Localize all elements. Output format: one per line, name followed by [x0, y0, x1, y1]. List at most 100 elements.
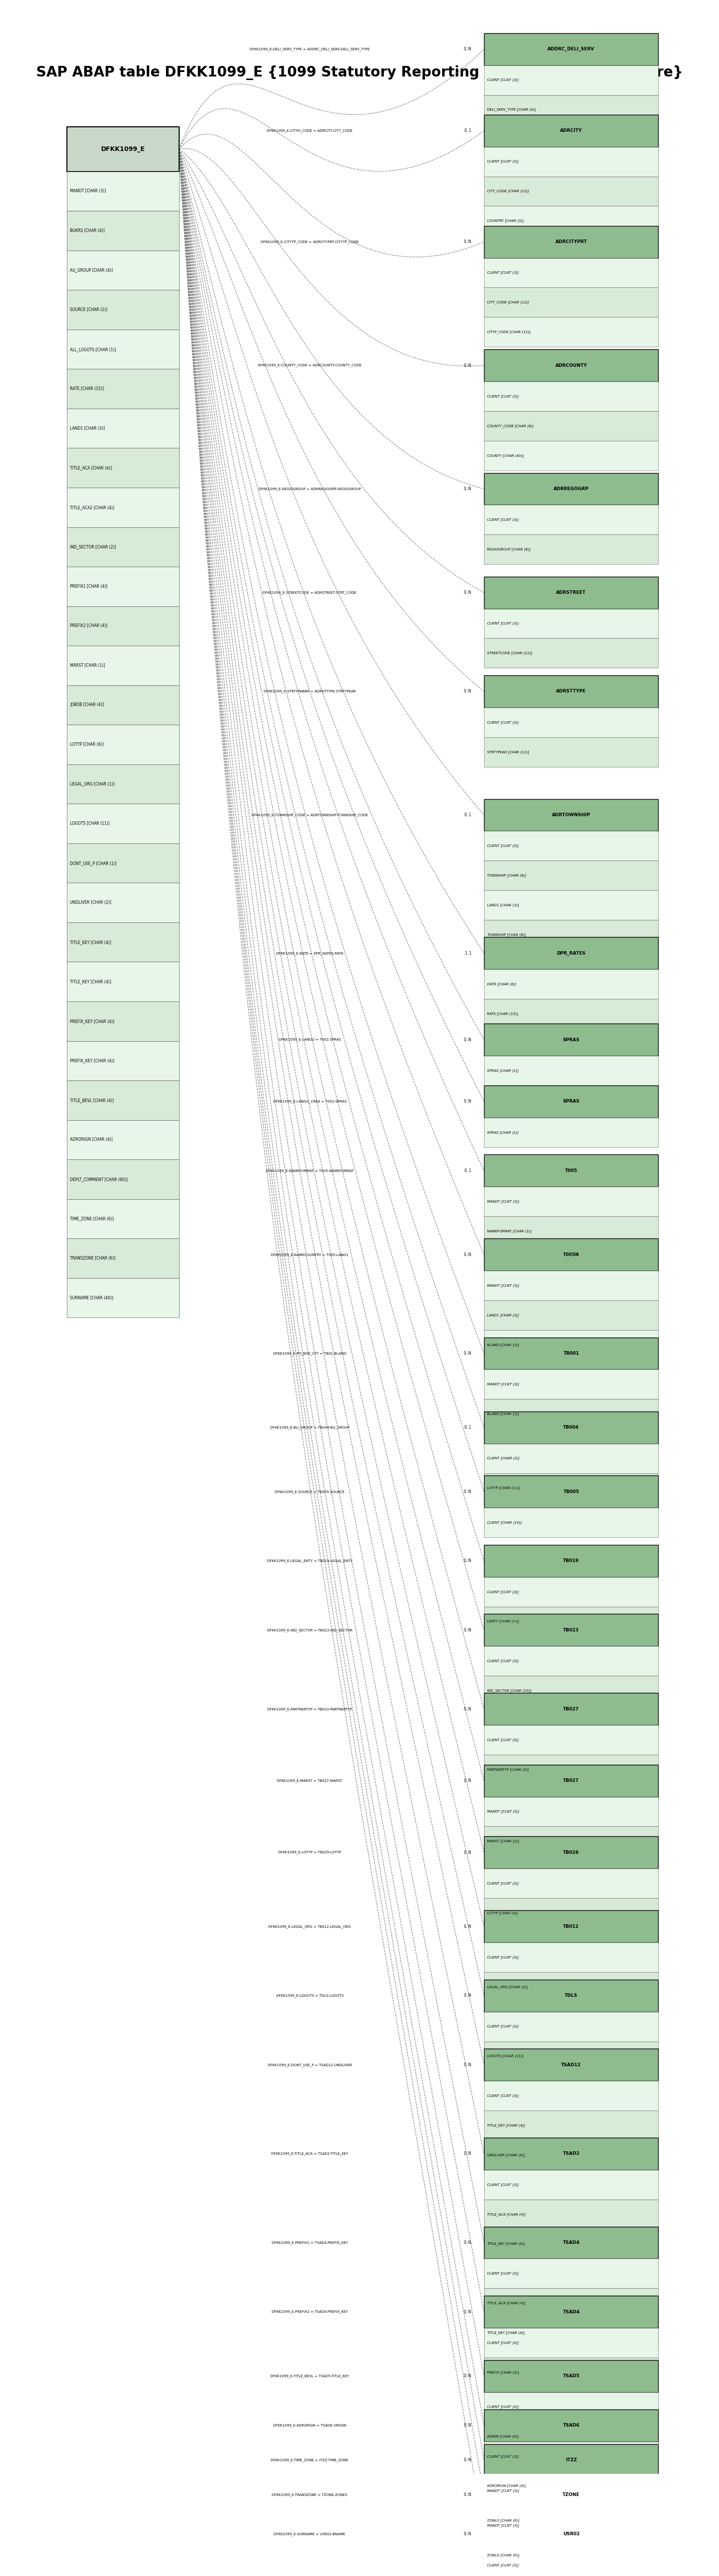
Text: MANDT [CLNT (3)]: MANDT [CLNT (3)]: [487, 1811, 519, 1814]
Text: 0..N: 0..N: [464, 487, 472, 492]
Text: 0..N: 0..N: [464, 1628, 472, 1633]
Bar: [484, 860, 659, 891]
Text: TITLE_KEY [CHAR (4)]: TITLE_KEY [CHAR (4)]: [487, 2241, 525, 2246]
Bar: [67, 330, 179, 368]
Text: MANDT [CHAR (3)]: MANDT [CHAR (3)]: [70, 188, 106, 193]
Bar: [67, 410, 179, 448]
Text: CITY_CODE [CHAR (12)]: CITY_CODE [CHAR (12)]: [487, 301, 529, 304]
Bar: [484, 350, 659, 381]
Text: DFKK1099_E-TITLE_BEVL = TSAD5-TITLE_KEY: DFKK1099_E-TITLE_BEVL = TSAD5-TITLE_KEY: [270, 2375, 349, 2378]
Text: CLIENT [CLNT (3)]: CLIENT [CLNT (3)]: [487, 1739, 519, 1741]
Text: BLAND [CHAR (3)]: BLAND [CHAR (3)]: [487, 1342, 519, 1347]
Bar: [484, 1607, 659, 1636]
Bar: [484, 1726, 659, 1754]
Bar: [484, 1615, 659, 1646]
Text: CLIENT [CLNT (3)]: CLIENT [CLNT (3)]: [487, 2272, 519, 2275]
Text: COUNTRY [CHAR (3)]: COUNTRY [CHAR (3)]: [487, 219, 523, 222]
Text: LOTYP [CHAR (6)]: LOTYP [CHAR (6)]: [70, 742, 104, 747]
Text: AU_GROUP [CHAR (4)]: AU_GROUP [CHAR (4)]: [70, 268, 113, 273]
Text: LEGAL_ORG [CHAR (2)]: LEGAL_ORG [CHAR (2)]: [487, 1986, 528, 1989]
Bar: [484, 2259, 659, 2287]
Text: TITLE_ACA [CHAR (4)]: TITLE_ACA [CHAR (4)]: [487, 2213, 526, 2215]
Text: DPR_RATES: DPR_RATES: [557, 951, 586, 956]
Text: CITYP_CODE [CHAR (12)]: CITYP_CODE [CHAR (12)]: [487, 330, 531, 335]
Text: 0..1: 0..1: [464, 811, 472, 817]
Text: TIME_ZONE [CHAR (6)]: TIME_ZONE [CHAR (6)]: [70, 1216, 114, 1221]
Bar: [484, 1370, 659, 1399]
Text: 0..N: 0..N: [464, 1924, 472, 1929]
Bar: [484, 2421, 659, 2452]
Text: DELI_SERV_TYPE [CHAR (4)]: DELI_SERV_TYPE [CHAR (4)]: [487, 108, 536, 111]
Bar: [484, 2506, 659, 2535]
Bar: [484, 2470, 659, 2501]
Text: DFKK1099_E-COUNTY_CODE = ADRCOUNTY-COUNTY_CODE: DFKK1099_E-COUNTY_CODE = ADRCOUNTY-COUNT…: [257, 363, 362, 366]
Bar: [484, 1270, 659, 1301]
Bar: [67, 1198, 179, 1239]
Text: CLIENT [CLNT (3)]: CLIENT [CLNT (3)]: [487, 77, 519, 82]
Text: ZONLO [CHAR (6)]: ZONLO [CHAR (6)]: [487, 2553, 519, 2558]
Text: MANDT [CLNT (3)]: MANDT [CLNT (3)]: [487, 1383, 519, 1386]
Bar: [484, 639, 659, 667]
Bar: [484, 381, 659, 412]
Text: CLIENT [CLNT (3)]: CLIENT [CLNT (3)]: [487, 2182, 519, 2187]
Text: NAMEFORMAT [CHAR (2)]: NAMEFORMAT [CHAR (2)]: [487, 1229, 531, 1234]
Text: TSAD6: TSAD6: [563, 2424, 580, 2427]
Text: ITZZ: ITZZ: [565, 2458, 577, 2463]
Text: TB004: TB004: [563, 1425, 580, 1430]
Text: TITLE_KEY [CHAR (4)]: TITLE_KEY [CHAR (4)]: [487, 2331, 525, 2334]
Text: DFKK1099_E-CITYTP_CODE = ADRCITYPRT-CITYTP_CODE: DFKK1099_E-CITYTP_CODE = ADRCITYPRT-CITY…: [261, 240, 359, 245]
Text: 0..N: 0..N: [464, 46, 472, 52]
Bar: [484, 1337, 659, 1370]
Text: TSAD4: TSAD4: [563, 2311, 580, 2313]
Text: DFKK1099_E-CITYH_CODE = ADRCITY-CITY_CODE: DFKK1099_E-CITYH_CODE = ADRCITY-CITY_COD…: [267, 129, 352, 131]
Text: DFKK1099_E: DFKK1099_E: [101, 147, 145, 152]
Bar: [484, 317, 659, 348]
Text: ADRORIGN [CHAR (4)]: ADRORIGN [CHAR (4)]: [70, 1139, 113, 1141]
Bar: [67, 1159, 179, 1198]
Bar: [484, 2360, 659, 2393]
Text: DFKK1099_E-DELI_SERV_TYPE = ADDRC_DELI_SERV-DELI_SERV_TYPE: DFKK1099_E-DELI_SERV_TYPE = ADDRC_DELI_S…: [249, 46, 370, 52]
Text: SPRAS: SPRAS: [563, 1100, 580, 1103]
Text: TSAD12: TSAD12: [561, 2063, 581, 2066]
Text: IND_SECTOR [CHAR (2)]: IND_SECTOR [CHAR (2)]: [70, 544, 116, 549]
Text: TITLE_KEY [CHAR (4)]: TITLE_KEY [CHAR (4)]: [70, 979, 111, 984]
Bar: [67, 291, 179, 330]
Text: SPRAS [CHAR (1)]: SPRAS [CHAR (1)]: [487, 1069, 518, 1072]
Text: LOTYP [CHAR (4)]: LOTYP [CHAR (4)]: [487, 1911, 518, 1914]
Bar: [67, 724, 179, 765]
Text: DFKK1099_E-REGIOGROUP = ADRREGIOGRP-REGIOGROUP: DFKK1099_E-REGIOGROUP = ADRREGIOGRP-REGI…: [259, 487, 361, 489]
Text: DFKK1099_E-ADRORIGN = TSAD6-ORIGIN: DFKK1099_E-ADRORIGN = TSAD6-ORIGIN: [273, 2424, 347, 2427]
Bar: [67, 685, 179, 724]
Bar: [484, 2138, 659, 2169]
Text: ADDRC_DELI_SERV: ADDRC_DELI_SERV: [548, 46, 595, 52]
Text: UNDLIVER [CHAR (2)]: UNDLIVER [CHAR (2)]: [70, 902, 111, 904]
Text: SPRAS: SPRAS: [563, 1038, 580, 1041]
Text: TITLE_ACA [CHAR (4)]: TITLE_ACA [CHAR (4)]: [70, 466, 112, 471]
Bar: [484, 2478, 659, 2512]
Bar: [484, 1118, 659, 1146]
Bar: [484, 116, 659, 147]
Bar: [484, 1084, 659, 1118]
Text: SURNAME [CHAR (40)]: SURNAME [CHAR (40)]: [70, 1296, 114, 1301]
Text: TOWNSHIP [CHAR (8)]: TOWNSHIP [CHAR (8)]: [487, 933, 526, 938]
Text: DFKK1099_E-NAMECOUNTRY = T005-LAND1: DFKK1099_E-NAMECOUNTRY = T005-LAND1: [271, 1252, 349, 1257]
Text: TDLS: TDLS: [564, 1994, 577, 1999]
Bar: [484, 258, 659, 289]
Bar: [484, 1837, 659, 1868]
Bar: [484, 999, 659, 1028]
Text: DFKK1099_E-DONT_USE_P = TSAD12-UNDLIVER: DFKK1099_E-DONT_USE_P = TSAD12-UNDLIVER: [267, 2063, 352, 2066]
Text: DONT_USE_P [CHAR (1)]: DONT_USE_P [CHAR (1)]: [70, 860, 116, 866]
Text: TITLE_KEY [CHAR (4)]: TITLE_KEY [CHAR (4)]: [487, 2123, 525, 2128]
Text: 0..N: 0..N: [464, 2458, 472, 2463]
Text: LOGOTS [CHAR (11)]: LOGOTS [CHAR (11)]: [70, 822, 110, 827]
Text: TB027: TB027: [563, 1708, 580, 1710]
Text: LAND1 [CHAR (3)]: LAND1 [CHAR (3)]: [70, 425, 105, 430]
Bar: [484, 1826, 659, 1857]
Bar: [67, 567, 179, 605]
Bar: [484, 1942, 659, 1973]
Bar: [484, 1677, 659, 1705]
Text: PARTNERTYP [CHAR (2)]: PARTNERTYP [CHAR (2)]: [487, 1767, 528, 1772]
Text: TITLE_BEVL [CHAR (4)]: TITLE_BEVL [CHAR (4)]: [70, 1097, 114, 1103]
Text: LOTYP [CHAR (11)]: LOTYP [CHAR (11)]: [487, 1486, 520, 1489]
Bar: [67, 1121, 179, 1159]
